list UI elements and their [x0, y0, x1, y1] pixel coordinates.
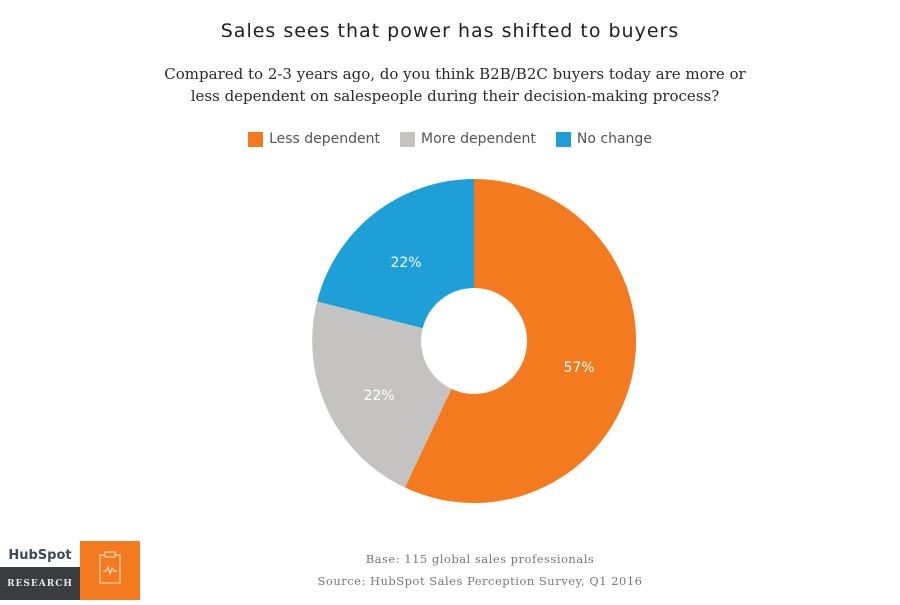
legend-label: No change [576, 131, 652, 147]
slice-label-no-change: 22% [390, 255, 421, 271]
legend-item-more-dependent: More dependent [400, 131, 536, 147]
slice-more-dependent [312, 301, 452, 488]
slice-no-change [317, 179, 474, 329]
footer-base: Base: 115 global sales professionals [365, 552, 595, 566]
legend-label: More dependent [421, 131, 536, 147]
legend-swatch-gray [400, 131, 416, 147]
research-label: RESEARCH [0, 567, 80, 600]
slice-less-dependent [404, 179, 637, 503]
legend-label: Less dependent [269, 131, 381, 147]
clipboard-icon-block [80, 541, 140, 600]
slice-label-less-dependent: 57% [563, 360, 594, 376]
clipboard-icon [99, 551, 121, 584]
chart-legend: Less dependent More dependent No change [0, 131, 900, 147]
logo-text: HubSpot [8, 547, 72, 563]
chart-title: Sales sees that power has shifted to buy… [220, 20, 680, 42]
legend-item-less-dependent: Less dependent [248, 131, 380, 147]
slice-label-more-dependent: 22% [363, 388, 394, 404]
legend-swatch-orange [248, 131, 264, 147]
legend-swatch-blue [555, 131, 571, 147]
legend-item-no-change: No change [555, 131, 652, 147]
hubspot-logo: HubSpot [0, 540, 80, 570]
chart-subtitle: Compared to 2-3 years ago, do you think … [150, 63, 760, 107]
subtitle-line-2: less dependent on salespeople during the… [190, 87, 720, 105]
subtitle-line-1: Compared to 2-3 years ago, do you think … [164, 65, 746, 83]
footer-source: Source: HubSpot Sales Perception Survey,… [317, 574, 643, 588]
